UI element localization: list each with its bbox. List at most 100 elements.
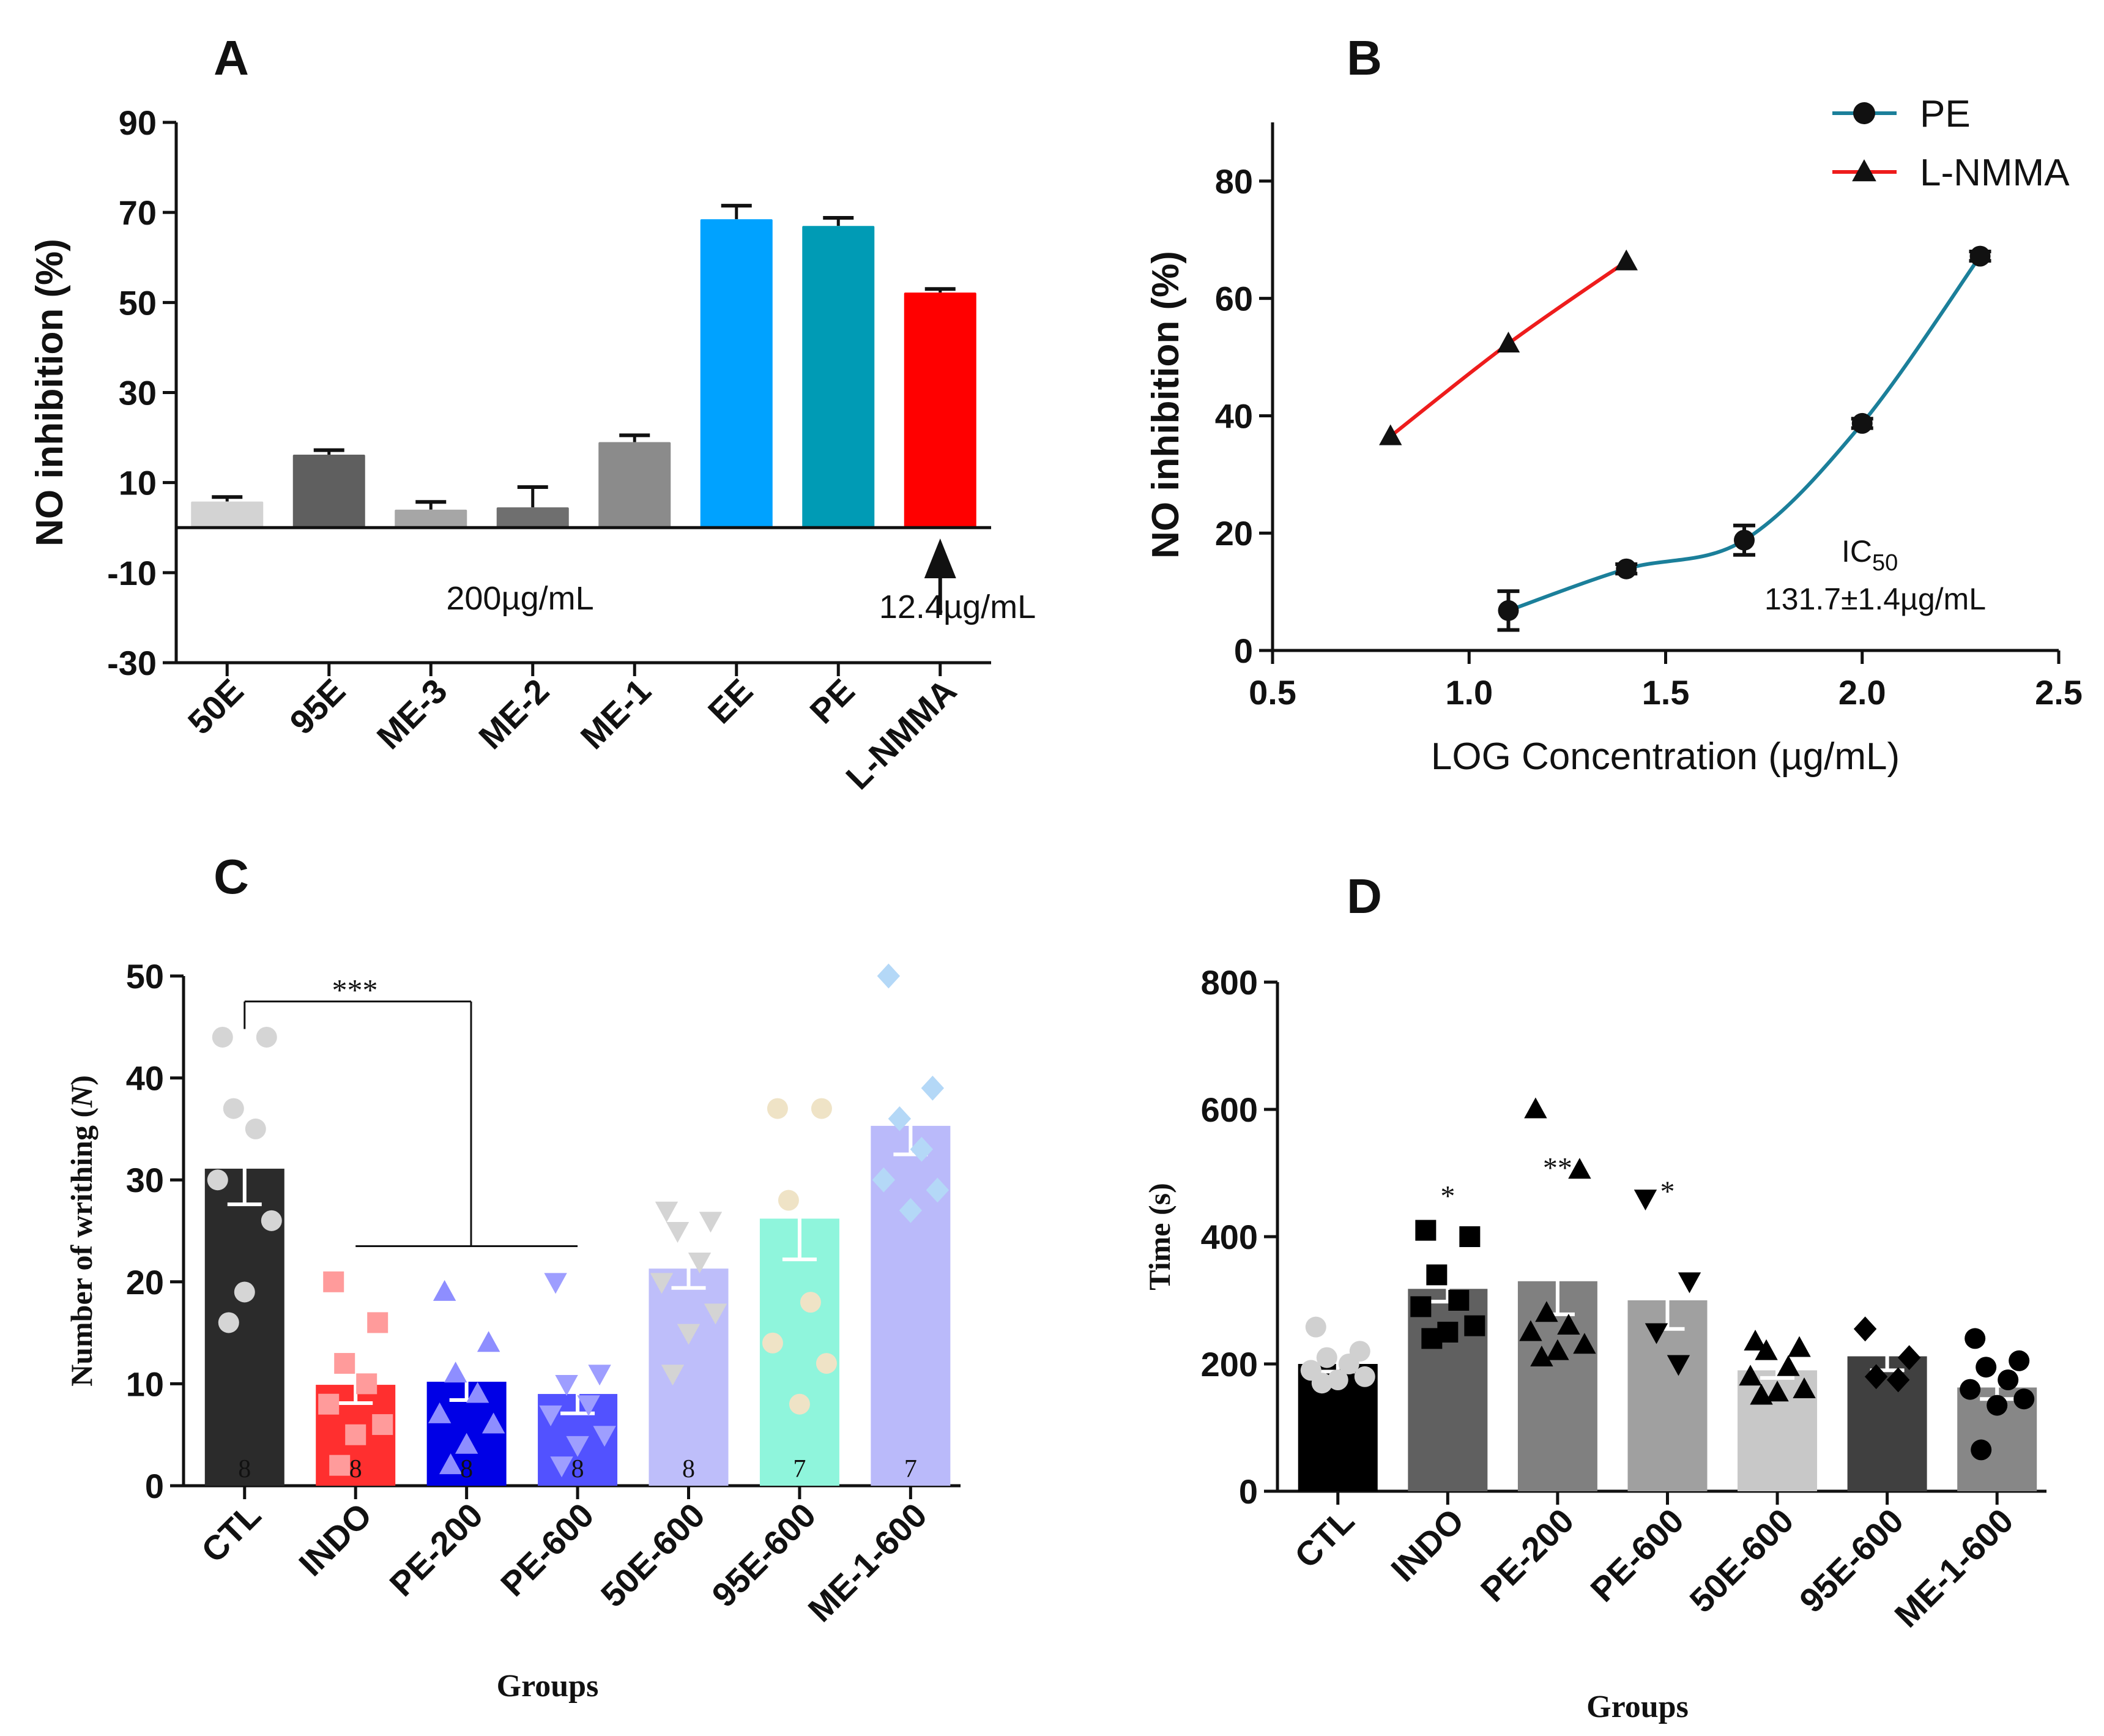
panel-a-bar-chart: A -30 -10 10 30 50 70 90 NO inhibition (%) 50E 95E… [29,31,1036,797]
data-point [677,1324,701,1345]
data-point [455,1432,478,1454]
data-point [1998,1369,2019,1390]
data-point [428,1402,452,1423]
data-point [666,1222,690,1243]
x-tick-label: 50E-600 [1682,1501,1801,1620]
data-point [888,1106,912,1131]
data-point [1459,1226,1481,1247]
data-point [256,1026,277,1048]
x-tick-label: 95E [282,671,352,742]
y-tick-label: 90 [119,103,157,142]
data-point [1886,1367,1910,1393]
y-tick-label: 200 [1201,1345,1258,1384]
x-tick-label: PE-200 [1473,1501,1582,1609]
data-point [800,1292,821,1313]
data-point [1739,1365,1762,1386]
significance-star: ** [1543,1152,1572,1185]
y-tick-label: 60 [1215,280,1253,318]
sample-size-label: 8 [349,1455,362,1483]
x-tick-label: PE-200 [382,1496,490,1604]
data-point [655,1201,678,1223]
y-tick-label: -10 [107,554,157,592]
data-point [477,1331,500,1352]
data-point [439,1453,463,1475]
data-point [555,1374,578,1396]
data-point [444,1362,467,1383]
data-point [1530,1346,1553,1367]
data-point-l-nmma [1615,249,1638,270]
data-point [318,1393,340,1415]
y-axis-title: Time (s) [1142,1183,1177,1290]
legend-label: L-NMMA [1920,152,2070,194]
x-tick-label: ME-2 [471,671,556,756]
data-point [1519,1320,1542,1341]
data-point [1960,1379,1981,1400]
data-point [762,1332,783,1354]
data-point [1788,1336,1811,1357]
data-point [661,1365,685,1386]
sample-size-label: 8 [682,1455,695,1483]
ic50-value: 131.7±1.4µg/mL [1764,582,1986,616]
data-point-pe [1851,412,1873,434]
y-tick-label: 50 [126,957,164,996]
data-point [323,1271,344,1292]
x-tick-label: ME-1-600 [1887,1501,2020,1634]
data-point [1667,1355,1690,1376]
y-tick-label: 0 [145,1467,164,1505]
data-point [1976,1357,1997,1378]
data-point [1750,1384,1773,1405]
sample-size-label: 7 [793,1455,806,1483]
data-point [1305,1316,1326,1338]
data-point [1311,1373,1333,1394]
data-point [926,1177,950,1203]
data-point [334,1353,355,1374]
annotation-concentration: 200µg/mL [446,580,593,617]
data-point [1426,1264,1448,1286]
x-tick-label: 1.0 [1445,673,1493,712]
panel-d-time-chart: D 0 200 400 600 800 CTL INDO * PE-200 ** PE-600 * 50E… [1142,869,2046,1724]
data-point [245,1118,266,1139]
data-point [1987,1395,2008,1416]
panel-label: D [1347,869,1382,923]
data-point [1573,1333,1596,1354]
x-tick-label: ME-1-600 [800,1496,934,1629]
legend-marker [1853,102,1875,124]
data-point [650,1273,674,1294]
data-point [872,1167,896,1193]
x-tick-label: ME-1 [573,671,658,756]
data-point [1634,1190,1657,1211]
x-tick-label: 0.5 [1249,673,1296,712]
data-point-pe [1498,600,1519,621]
data-point [1464,1315,1485,1336]
arrow-icon [924,538,956,578]
data-point [877,963,901,989]
panel-c-writhing-chart: C 0 10 20 30 40 50 CTL 8 INDO 8 PE-200 8 PE-600 8 50E-6… [64,849,961,1704]
bar-l-nmma [904,292,976,528]
sample-size-label: 7 [904,1455,917,1483]
data-point [577,1395,600,1417]
data-point [207,1169,228,1191]
ic50-subscript: 50 [1872,550,1898,576]
data-point [372,1414,393,1436]
data-point [1546,1339,1569,1360]
y-axis-title-part: Number of writhing ( [64,1108,99,1387]
data-point [699,1212,723,1233]
x-tick-label: 2.0 [1838,673,1886,712]
data-point [1448,1290,1470,1311]
data-point [1897,1345,1921,1370]
y-axis-title: Number of writhing (N) [64,1075,99,1387]
y-tick-label: 20 [1215,514,1253,553]
sample-size-label: 8 [460,1455,473,1483]
sample-size-label: 8 [238,1455,251,1483]
data-point [356,1373,377,1395]
data-point [704,1303,727,1325]
x-tick-label: 50E-600 [593,1496,712,1614]
bar-95e-600 [1847,1356,1927,1491]
data-point [1766,1380,1789,1402]
significance-star: * [1660,1175,1675,1208]
data-point [345,1424,366,1445]
bar-ee [700,219,773,528]
y-tick-label: 30 [119,374,157,412]
data-point [212,1026,233,1048]
data-point [1535,1301,1558,1322]
